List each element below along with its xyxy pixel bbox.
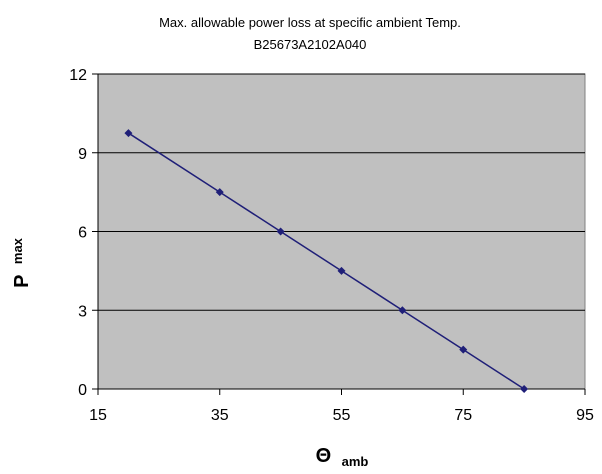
y-tick-label-4: 12 <box>69 67 87 84</box>
data-markers <box>124 129 529 393</box>
x-tick-label-3: 75 <box>454 407 472 424</box>
data-point-2 <box>276 227 285 236</box>
y-tick-label-0: 0 <box>78 382 87 399</box>
data-point-3 <box>337 266 346 275</box>
axes <box>92 73 586 395</box>
y-tick-label-3: 9 <box>78 146 87 163</box>
x-tick-label-1: 35 <box>211 407 229 424</box>
x-axis-subscript: amb <box>342 454 369 469</box>
x-tick-label-4: 95 <box>576 407 594 424</box>
x-tick-label-2: 55 <box>333 407 351 424</box>
y-tick-label-2: 6 <box>78 225 87 242</box>
data-point-5 <box>459 345 468 354</box>
x-tick-labels: 15 35 55 75 95 <box>89 407 594 424</box>
data-point-1 <box>215 188 224 197</box>
x-axis-symbol: Θ <box>316 445 332 467</box>
y-tick-labels: 0 3 6 9 12 <box>69 67 87 399</box>
y-tick-label-1: 3 <box>78 303 87 320</box>
y-axis-title: P max <box>10 237 33 288</box>
x-axis-title: Θ amb <box>316 445 369 469</box>
x-tick-label-0: 15 <box>89 407 107 424</box>
data-point-0 <box>124 129 133 138</box>
data-point-4 <box>398 306 407 315</box>
chart-title: Max. allowable power loss at specific am… <box>159 15 461 30</box>
y-axis-subscript: max <box>10 237 25 264</box>
data-point-6 <box>520 385 529 393</box>
y-axis-symbol: P <box>11 275 33 288</box>
chart-subtitle: B25673A2102A040 <box>254 37 367 52</box>
gridlines <box>98 73 585 311</box>
